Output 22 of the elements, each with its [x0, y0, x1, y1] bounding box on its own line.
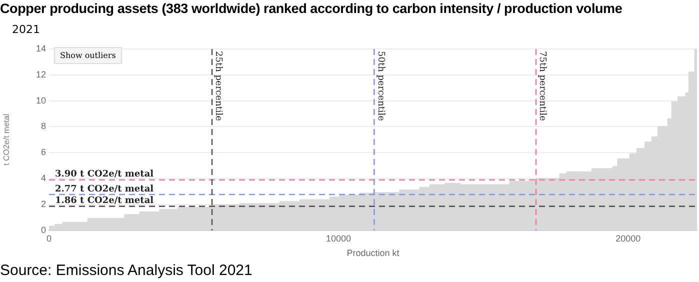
ref-line-label: 25th percentile [213, 51, 224, 121]
show-outliers-button: Show outliers [54, 47, 122, 64]
x-tick-label: 20000 [616, 233, 641, 244]
y-tick-label: 14 [36, 43, 46, 54]
y-tick-label: 10 [36, 95, 46, 106]
chart-subtitle: 2021 [12, 23, 40, 36]
y-tick-label: 6 [40, 147, 46, 158]
ref-line-label: 2.77 t CO2e/t metal [55, 184, 154, 194]
y-axis-title: t CO2e/t metal [2, 114, 12, 166]
ref-line-label: 3.90 t CO2e/t metal [55, 170, 154, 180]
chart-title: Copper producing assets (383 worldwide) ranked according to carbon intensity / production volume [0, 1, 622, 16]
ref-line-label: 50th percentile [375, 51, 386, 121]
x-axis-title: Production kt [346, 248, 400, 258]
ref-line-label: 1.86 t CO2e/t metal [55, 196, 154, 206]
ref-line-label: 75th percentile [537, 51, 548, 121]
source-note: Source: Emissions Analysis Tool 2021 [0, 262, 252, 279]
y-tick-label: 4 [40, 173, 46, 184]
y-tick-label: 2 [40, 198, 46, 209]
x-tick-label: 10000 [326, 233, 352, 244]
y-tick-label: 8 [40, 121, 46, 132]
y-tick-label: 12 [36, 69, 46, 80]
y-tick-label: 0 [40, 224, 46, 235]
